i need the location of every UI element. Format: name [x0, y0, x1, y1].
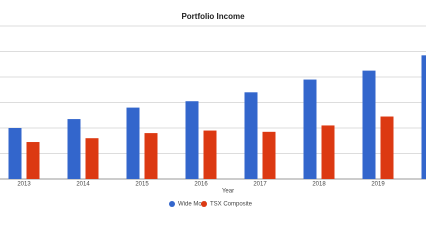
bar: [244, 92, 258, 179]
x-tick-label: 2018: [312, 182, 326, 188]
bar: [85, 138, 99, 179]
x-tick-label: 2017: [253, 182, 267, 188]
legend-label: Wide Moat: [178, 202, 207, 208]
bar: [144, 133, 158, 179]
x-tick-label: 2013: [17, 182, 31, 188]
chart-title: Portfolio Income: [181, 12, 245, 21]
bar: [126, 107, 140, 179]
legend-label: TSX Composite: [210, 202, 253, 208]
legend-marker: [201, 201, 207, 207]
x-tick-label: 2014: [76, 182, 90, 188]
legend-marker: [169, 201, 175, 207]
page: {"chart_data": {"type": "bar", "title": …: [0, 12, 426, 208]
x-tick-label: 2015: [135, 182, 149, 188]
bar: [362, 70, 376, 179]
bar: [203, 130, 217, 179]
bar: [380, 116, 394, 179]
x-tick-label: 2016: [194, 182, 208, 188]
bar: [185, 101, 199, 179]
bar: [8, 128, 22, 179]
x-axis-label: Year: [222, 189, 234, 195]
bar: [321, 125, 335, 179]
x-tick-label: 2019: [371, 182, 385, 188]
bar: [262, 131, 276, 179]
bar: [26, 142, 40, 179]
bar: [67, 119, 81, 179]
bar: [421, 55, 426, 180]
bar: [303, 79, 317, 179]
chart: Portfolio Income Year 2013 2014 2015 2016 20…: [0, 12, 426, 208]
